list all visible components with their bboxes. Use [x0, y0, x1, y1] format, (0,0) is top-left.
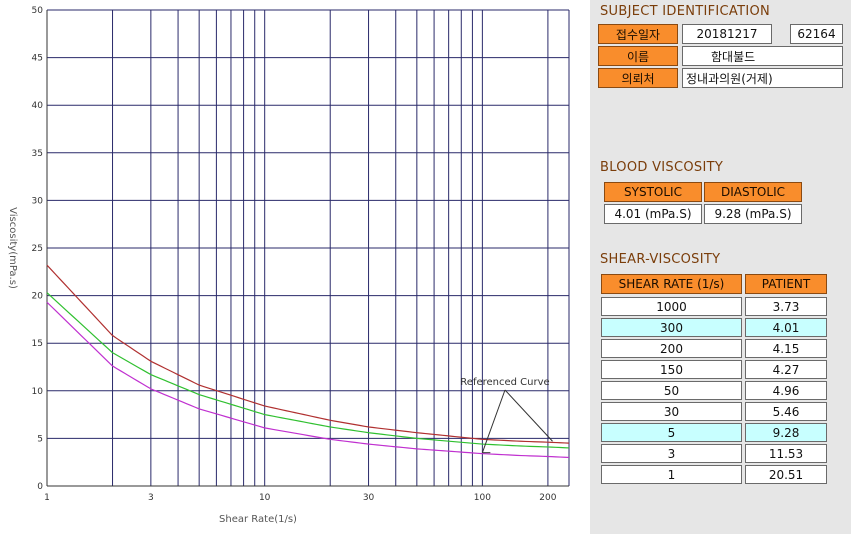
y-tick-label: 5: [37, 434, 43, 444]
shear-rate-cell: 30: [601, 402, 742, 421]
shear-rate-header: SHEAR RATE (1/s): [601, 274, 742, 294]
viscosity-chart-svg: 0 5 10 15 20 25 30 35 40 45 50 1 3 10 30 100 200 Shear Ra…: [7, 6, 570, 525]
receipt-date-field: 20181217: [682, 24, 772, 44]
x-tick-label: 200: [539, 493, 556, 503]
referenced-curve-annotation: Referenced Curve: [460, 377, 549, 388]
patient-value-cell: 11.53: [745, 444, 827, 463]
systolic-value: 4.01 (mPa.S): [604, 204, 702, 224]
patient-value-cell: 3.73: [745, 297, 827, 316]
diastolic-value: 9.28 (mPa.S): [704, 204, 802, 224]
y-tick-label: 10: [32, 387, 44, 397]
patient-value-cell: 4.01: [745, 318, 827, 337]
shear-rate-cell: 1: [601, 465, 742, 484]
y-tick-label: 50: [32, 6, 44, 16]
systolic-header: SYSTOLIC: [604, 182, 702, 202]
y-tick-label: 45: [32, 54, 43, 64]
shear-rate-cell: 1000: [601, 297, 742, 316]
annotation-pointer-left: [481, 389, 506, 453]
shear-rate-cell: 200: [601, 339, 742, 358]
shear-viscosity-title: SHEAR-VISCOSITY: [600, 252, 721, 267]
patient-value-cell: 5.46: [745, 402, 827, 421]
x-tick-label: 1: [44, 493, 50, 503]
receipt-number-field: 62164: [790, 24, 843, 44]
patient-value-cell: 9.28: [745, 423, 827, 442]
clinic-field: 정내과의원(거제): [682, 68, 843, 88]
results-panel: SUBJECT IDENTIFICATION 접수일자 20181217 - 6…: [590, 0, 851, 534]
x-axis-label: Shear Rate(1/s): [219, 514, 297, 525]
x-tick-label: 3: [148, 493, 154, 503]
patient-value-cell: 20.51: [745, 465, 827, 484]
viscosity-chart: 0 5 10 15 20 25 30 35 40 45 50 1 3 10 30 100 200 Shear Ra…: [7, 6, 570, 525]
y-tick-label: 0: [37, 482, 43, 492]
name-field: 함대불드: [682, 46, 843, 66]
shear-rate-cell: 3: [601, 444, 742, 463]
series-line-2: [46, 292, 570, 449]
shear-rate-cell: 150: [601, 360, 742, 379]
y-tick-label: 25: [32, 244, 43, 254]
shear-rate-cell: 5: [601, 423, 742, 442]
patient-value-cell: 4.27: [745, 360, 827, 379]
shear-rate-cell: 50: [601, 381, 742, 400]
series-line-1: [46, 264, 570, 444]
diastolic-header: DIASTOLIC: [704, 182, 802, 202]
patient-value-cell: 4.96: [745, 381, 827, 400]
name-label: 이름: [598, 46, 678, 66]
y-tick-label: 30: [32, 196, 44, 206]
y-axis-label: Viscosity(mPa.s): [7, 207, 18, 289]
y-tick-label: 35: [32, 149, 43, 159]
patient-value-cell: 4.15: [745, 339, 827, 358]
y-tick-label: 20: [32, 292, 44, 302]
annotation-pointer-right: [504, 389, 553, 442]
series-line-3: [46, 301, 570, 459]
x-tick-label: 10: [259, 493, 271, 503]
y-tick-label: 40: [32, 101, 44, 111]
x-tick-label: 100: [474, 493, 491, 503]
blood-viscosity-title: BLOOD VISCOSITY: [600, 160, 724, 175]
receipt-date-label: 접수일자: [598, 24, 678, 44]
patient-header: PATIENT: [745, 274, 827, 294]
y-tick-label: 15: [32, 339, 43, 349]
x-tick-label: 30: [363, 493, 375, 503]
shear-rate-cell: 300: [601, 318, 742, 337]
subject-identification-title: SUBJECT IDENTIFICATION: [600, 4, 771, 19]
clinic-label: 의뢰처: [598, 68, 678, 88]
